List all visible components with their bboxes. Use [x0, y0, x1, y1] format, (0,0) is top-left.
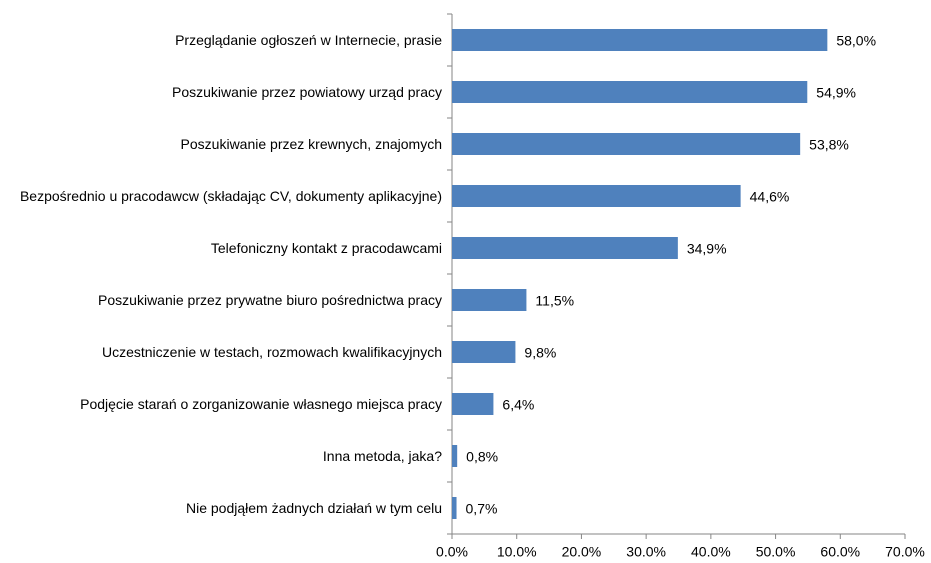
bar [452, 289, 527, 311]
data-label: 11,5% [535, 293, 574, 309]
category-label-box: Nie podjąłem żadnych działań w tym celu [0, 482, 442, 534]
bar [452, 341, 516, 363]
category-label-box: Poszukiwanie przez prywatne biuro pośred… [0, 274, 442, 326]
bar [452, 445, 458, 467]
data-label: 6,4% [502, 397, 534, 413]
category-label-box: Telefoniczny kontakt z pracodawcami [0, 222, 442, 274]
x-tick-label: 30.0% [626, 544, 666, 560]
bar [452, 393, 494, 415]
data-label: 34,9% [687, 241, 727, 257]
category-label-box: Poszukiwanie przez powiatowy urząd pracy [0, 66, 442, 118]
category-label-box: Uczestniczenie w testach, rozmowach kwal… [0, 326, 442, 378]
bar [452, 133, 801, 155]
y-tick-label: Poszukiwanie przez prywatne biuro pośred… [98, 291, 442, 308]
data-label: 9,8% [524, 345, 556, 361]
bar [452, 29, 828, 51]
data-label: 53,8% [809, 137, 849, 153]
y-tick-label: Uczestniczenie w testach, rozmowach kwal… [101, 343, 442, 360]
x-tick-label: 20.0% [562, 544, 602, 560]
data-label: 0,7% [466, 501, 498, 517]
x-tick-label: 10.0% [497, 544, 537, 560]
category-label-box: Przeglądanie ogłoszeń w Internecie, pras… [0, 14, 442, 66]
data-label: 0,8% [466, 449, 498, 465]
data-label: 54,9% [816, 85, 856, 101]
y-tick-label: Podjęcie starań o zorganizowanie własneg… [80, 395, 442, 412]
x-tick-label: 60.0% [820, 544, 860, 560]
y-tick-label: Telefoniczny kontakt z pracodawcami [210, 239, 442, 256]
data-label: 58,0% [836, 33, 876, 49]
bar [452, 497, 457, 519]
data-label: 44,6% [750, 189, 790, 205]
x-tick-label: 40.0% [691, 544, 731, 560]
bar [452, 237, 678, 259]
x-tick-label: 70.0% [885, 544, 925, 560]
y-tick-label: Inna metoda, jaka? [322, 447, 442, 464]
x-tick-label: 50.0% [756, 544, 796, 560]
category-label-box: Inna metoda, jaka? [0, 430, 442, 482]
bar [452, 81, 808, 103]
y-tick-label: Przeglądanie ogłoszeń w Internecie, pras… [175, 31, 442, 48]
y-tick-label: Nie podjąłem żadnych działań w tym celu [185, 499, 442, 516]
y-tick-label: Poszukiwanie przez powiatowy urząd pracy [171, 83, 442, 100]
x-tick-label: 0.0% [436, 544, 468, 560]
y-tick-label: Bezpośrednio u pracodawcw (składając CV,… [19, 187, 442, 204]
category-label-box: Podjęcie starań o zorganizowanie własneg… [0, 378, 442, 430]
category-label-box: Poszukiwanie przez krewnych, znajomych [0, 118, 442, 170]
category-label-box: Bezpośrednio u pracodawcw (składając CV,… [0, 170, 442, 222]
bar [452, 185, 741, 207]
y-tick-label: Poszukiwanie przez krewnych, znajomych [180, 135, 442, 152]
